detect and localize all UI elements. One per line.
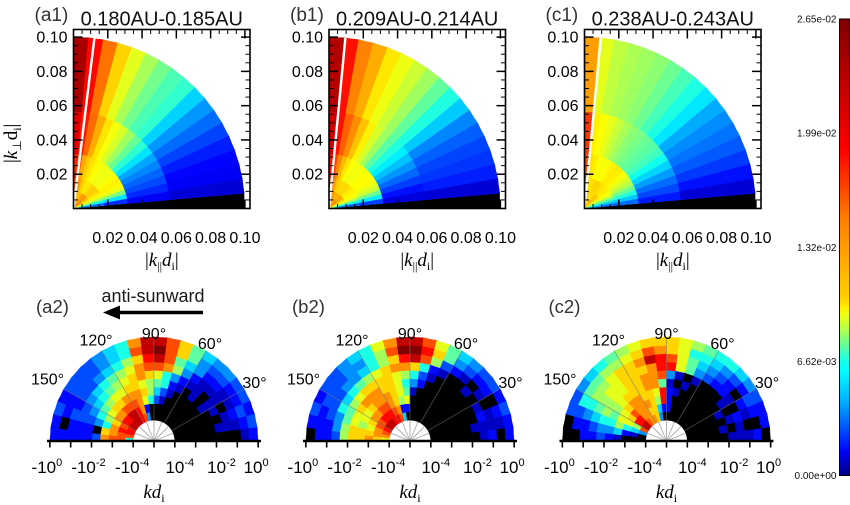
svg-text:0.04: 0.04 (547, 132, 578, 149)
svg-text:0.04: 0.04 (382, 230, 413, 247)
svg-text:30°: 30° (498, 375, 522, 392)
svg-text:0.238AU-0.243AU: 0.238AU-0.243AU (592, 9, 754, 31)
svg-text:0.08: 0.08 (451, 230, 482, 247)
svg-text:0.04: 0.04 (292, 132, 323, 149)
svg-text:0.02: 0.02 (92, 230, 123, 247)
svg-text:0.04: 0.04 (638, 230, 669, 247)
svg-text:0.10: 0.10 (292, 30, 323, 47)
svg-text:30°: 30° (755, 375, 779, 392)
svg-text:60°: 60° (198, 336, 222, 353)
svg-text:0.06: 0.06 (161, 230, 192, 247)
svg-text:0.10: 0.10 (229, 230, 260, 247)
svg-text:0.08: 0.08 (706, 230, 737, 247)
svg-text:120°: 120° (79, 333, 112, 350)
svg-text:0.04: 0.04 (36, 132, 67, 149)
svg-text:60°: 60° (454, 336, 478, 353)
svg-text:100: 100 (244, 457, 269, 477)
svg-text:0.02: 0.02 (348, 230, 379, 247)
svg-text:150°: 150° (31, 372, 64, 389)
svg-text:90°: 90° (142, 326, 166, 343)
svg-text:60°: 60° (710, 336, 734, 353)
svg-text:-100: -100 (32, 457, 63, 477)
svg-text:90°: 90° (398, 326, 422, 343)
svg-text:|k||di|: |k||di| (145, 250, 179, 273)
svg-text:0.06: 0.06 (672, 230, 703, 247)
svg-text:0.10: 0.10 (485, 230, 516, 247)
svg-text:kdi: kdi (399, 482, 421, 505)
svg-text:0.02: 0.02 (36, 167, 67, 184)
svg-text:0.02: 0.02 (292, 167, 323, 184)
svg-text:30°: 30° (242, 375, 266, 392)
svg-text:0.06: 0.06 (292, 98, 323, 115)
svg-text:|k||di|: |k||di| (656, 250, 690, 273)
svg-text:90°: 90° (654, 326, 678, 343)
svg-text:(a2): (a2) (36, 296, 69, 317)
svg-text:(b1): (b1) (290, 5, 324, 26)
svg-text:0.180AU-0.185AU: 0.180AU-0.185AU (81, 9, 243, 31)
svg-text:(c1): (c1) (546, 5, 579, 26)
svg-text:100: 100 (500, 457, 525, 477)
svg-text:-100: -100 (288, 457, 319, 477)
svg-text:0.10: 0.10 (740, 230, 771, 247)
svg-text:|k||di|: |k||di| (400, 250, 434, 273)
svg-text:anti-sunward: anti-sunward (101, 286, 204, 306)
svg-text:-100: -100 (544, 457, 575, 477)
svg-text:2.65e-02: 2.65e-02 (797, 15, 837, 26)
svg-text:0.209AU-0.214AU: 0.209AU-0.214AU (336, 9, 498, 31)
svg-text:0.02: 0.02 (603, 230, 634, 247)
svg-text:0.10: 0.10 (36, 30, 67, 47)
svg-text:0.04: 0.04 (127, 230, 158, 247)
svg-text:0.08: 0.08 (36, 64, 67, 81)
svg-text:150°: 150° (287, 372, 320, 389)
svg-text:|k⊥di|: |k⊥di| (1, 124, 24, 163)
svg-text:1.99e-02: 1.99e-02 (797, 129, 837, 140)
svg-text:120°: 120° (335, 333, 368, 350)
svg-text:0.02: 0.02 (547, 167, 578, 184)
svg-text:0.10: 0.10 (547, 30, 578, 47)
svg-text:0.00e+00: 0.00e+00 (795, 471, 837, 482)
svg-text:0.08: 0.08 (195, 230, 226, 247)
svg-text:(c2): (c2) (549, 296, 581, 317)
svg-text:kdi: kdi (143, 482, 165, 505)
svg-text:0.06: 0.06 (36, 98, 67, 115)
svg-text:150°: 150° (543, 372, 576, 389)
svg-text:0.06: 0.06 (547, 98, 578, 115)
svg-text:100: 100 (756, 457, 781, 477)
svg-text:1.32e-02: 1.32e-02 (797, 243, 837, 254)
svg-text:(a1): (a1) (35, 5, 69, 26)
svg-text:(b2): (b2) (292, 296, 325, 317)
svg-text:120°: 120° (592, 333, 625, 350)
svg-text:0.06: 0.06 (416, 230, 447, 247)
svg-text:0.08: 0.08 (292, 64, 323, 81)
svg-text:0.08: 0.08 (547, 64, 578, 81)
svg-text:6.62e-03: 6.62e-03 (797, 357, 837, 368)
svg-text:kdi: kdi (656, 482, 678, 505)
